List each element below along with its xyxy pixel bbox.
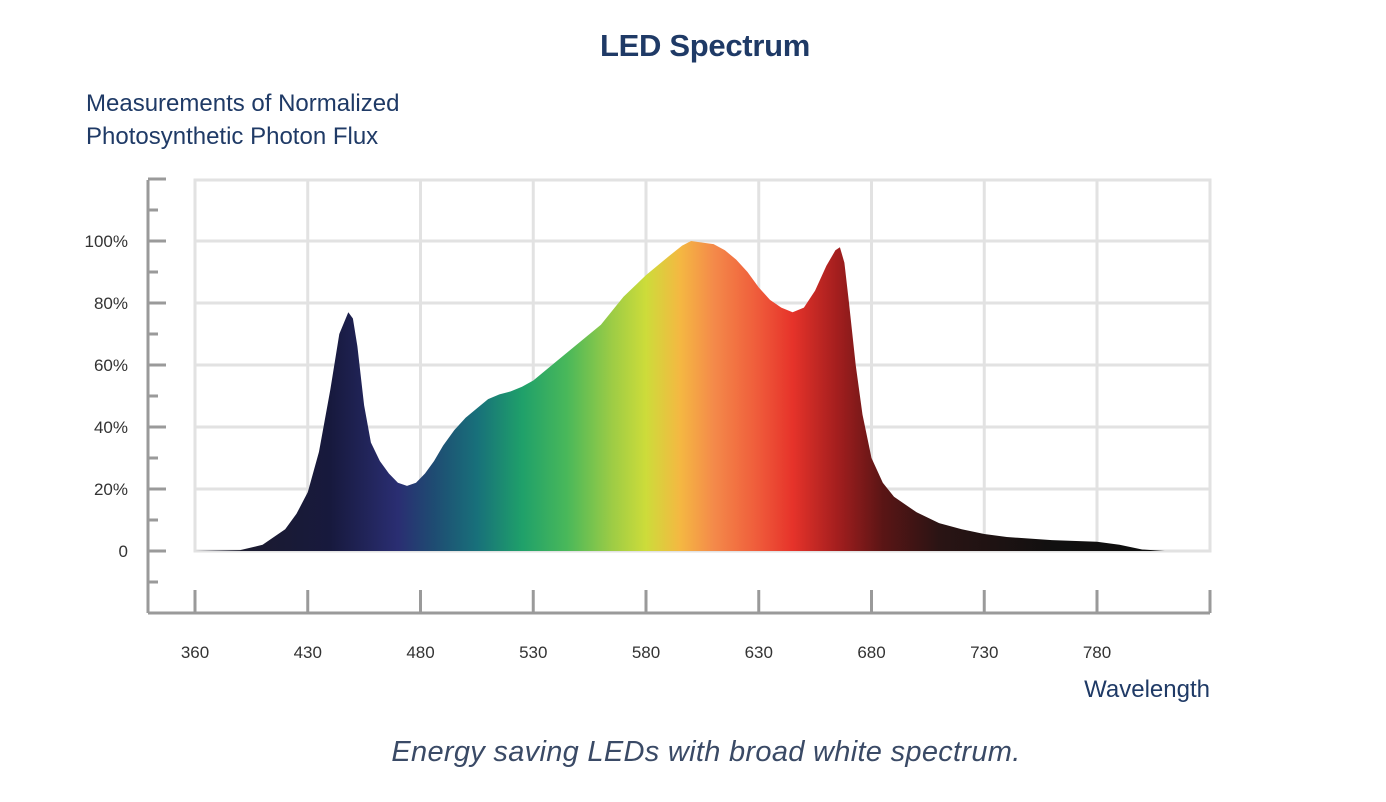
chart-title: LED Spectrum bbox=[600, 28, 810, 63]
x-tick-label-5: 630 bbox=[745, 643, 773, 662]
x-tick-label-1: 430 bbox=[294, 643, 322, 662]
x-axis-label: Wavelength bbox=[1084, 676, 1210, 703]
x-tick-label-4: 580 bbox=[632, 643, 660, 662]
y-axis-label-line-2: Photosynthetic Photon Flux bbox=[86, 123, 379, 150]
x-tick-label-8: 780 bbox=[1083, 643, 1111, 662]
x-tick-label-6: 680 bbox=[857, 643, 885, 662]
spectrum-area-layer bbox=[195, 241, 1165, 551]
y-tick-label-5: 100% bbox=[85, 232, 128, 251]
y-tick-label-3: 60% bbox=[94, 356, 128, 375]
x-tick-label-7: 730 bbox=[970, 643, 998, 662]
x-tick-label-0: 360 bbox=[181, 643, 209, 662]
tick-labels: 360 430 480 530 580 630 680 730 780 0 20% 40% 60% 80%… bbox=[85, 232, 1112, 662]
y-tick-label-0: 0 bbox=[119, 542, 128, 561]
axes bbox=[146, 177, 1212, 615]
spectrum-area bbox=[195, 241, 1165, 551]
y-tick-label-4: 80% bbox=[94, 294, 128, 313]
y-axis-label: Measurements of Normalized Photosyntheti… bbox=[86, 87, 399, 153]
y-axis-label-line-1: Measurements of Normalized bbox=[86, 90, 400, 117]
x-tick-label-3: 530 bbox=[519, 643, 547, 662]
x-tick-label-2: 480 bbox=[406, 643, 434, 662]
y-tick-label-1: 20% bbox=[94, 480, 128, 499]
caption: Energy saving LEDs with broad white spec… bbox=[391, 736, 1021, 768]
y-tick-label-2: 40% bbox=[94, 418, 128, 437]
